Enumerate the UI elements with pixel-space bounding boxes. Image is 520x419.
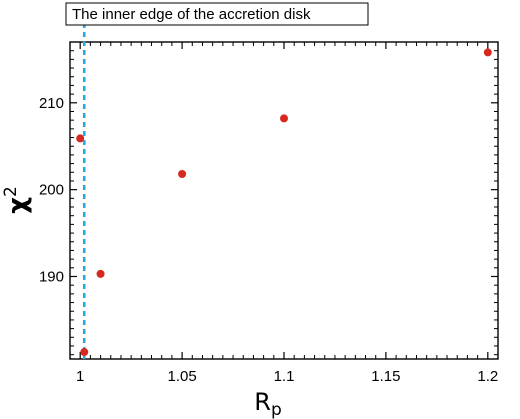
x-axis-title-subscript: p (271, 400, 282, 419)
x-axis-title-main: R (254, 388, 271, 416)
y-tick-label: 200 (39, 182, 64, 199)
plot-frame (69, 41, 499, 360)
tick-labels: 1 1.05 1.1 1.15 1.2 190 200 210 (39, 95, 498, 385)
annotation-box: The inner edge of the accretion disk (65, 2, 369, 26)
data-point (76, 134, 85, 143)
x-tick-label: 1.2 (477, 368, 498, 385)
y-tick-label: 190 (39, 268, 64, 285)
y-axis-title-main: χ (3, 197, 33, 214)
data-point (80, 348, 89, 357)
data-point (96, 269, 105, 278)
y-tick-label: 210 (39, 95, 64, 112)
data-points (76, 48, 492, 357)
annotation-frame (65, 2, 369, 26)
data-point (483, 48, 492, 57)
y-axis-title-superscript: 2 (1, 186, 21, 197)
x-axis-title: Rp (254, 388, 281, 419)
x-tick-label: 1.15 (371, 368, 400, 385)
ticks (70, 41, 498, 359)
x-tick-label: 1.1 (274, 368, 295, 385)
data-point (280, 114, 288, 123)
x-tick-label: 1 (76, 368, 84, 385)
x-tick-label: 1.05 (167, 368, 196, 385)
annotation-text: The inner edge of the accretion disk (72, 6, 311, 23)
y-axis-title: χ2 (1, 186, 33, 214)
data-point (178, 170, 187, 179)
